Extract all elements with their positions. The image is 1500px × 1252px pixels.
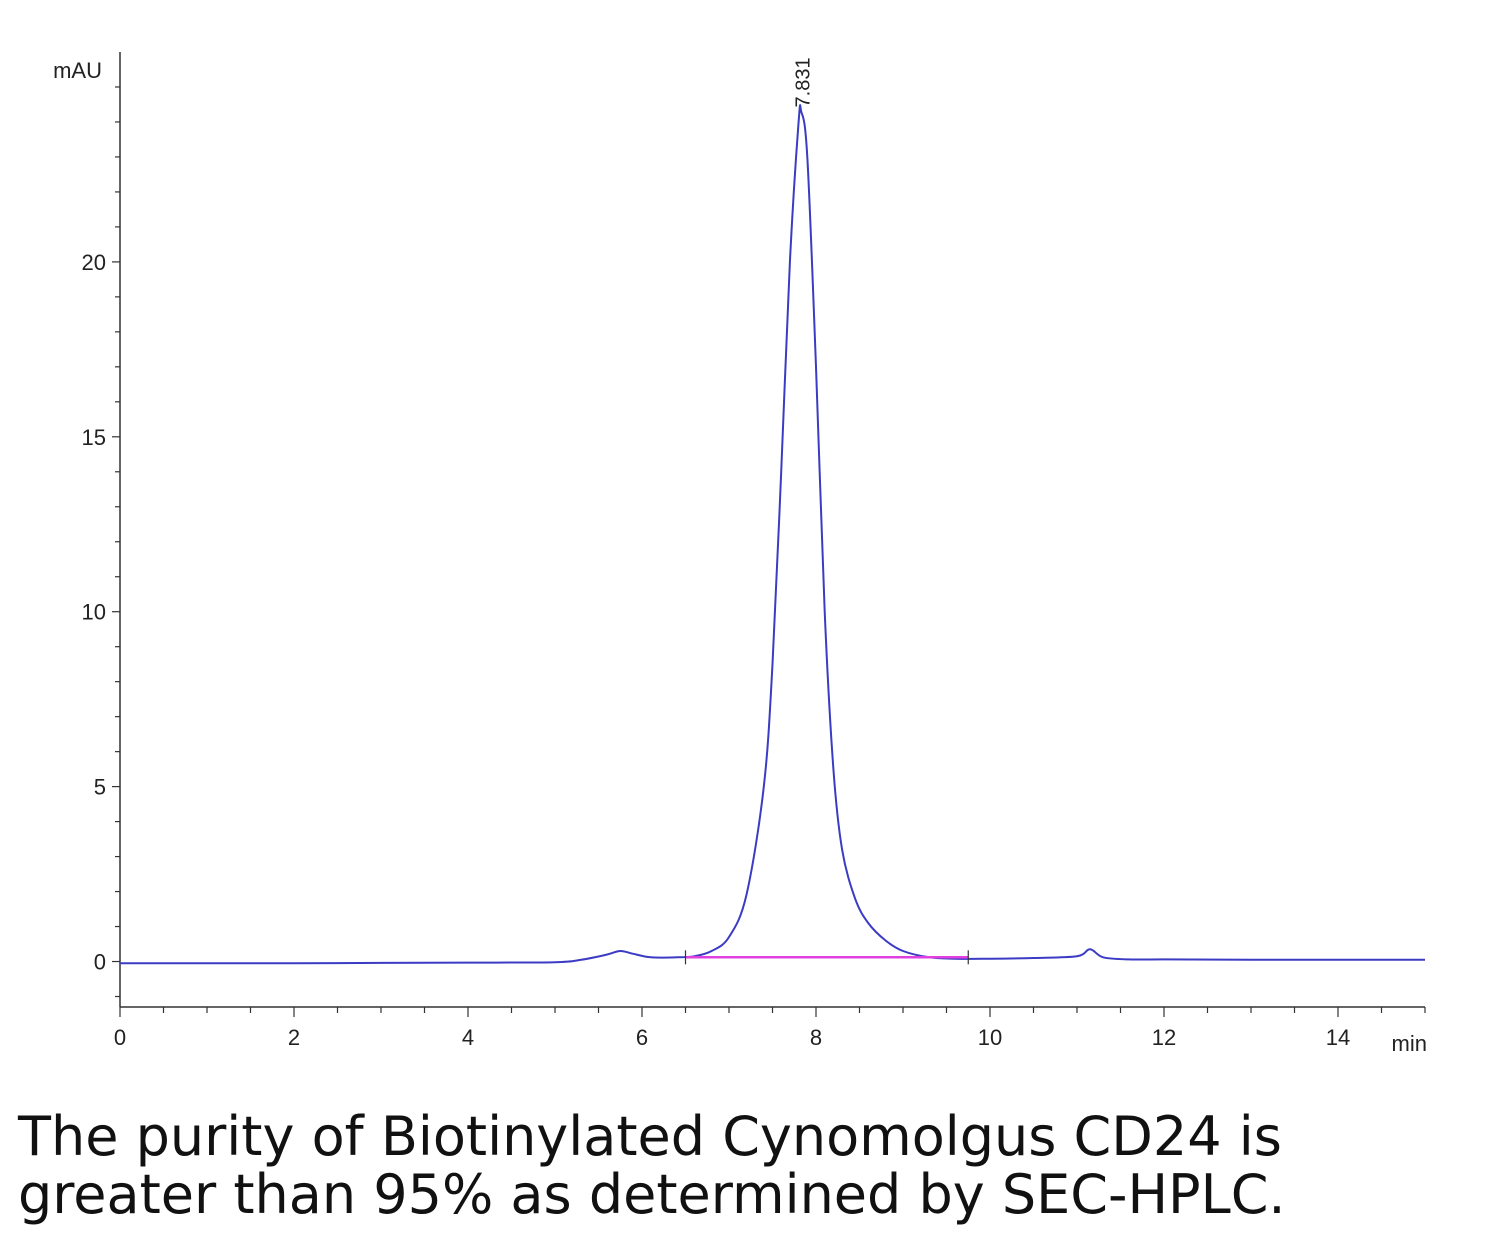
axes bbox=[119, 52, 1425, 1008]
y-tick-label: 10 bbox=[82, 600, 106, 625]
x-axis-unit-label: min bbox=[1392, 1031, 1427, 1056]
series-layer bbox=[120, 104, 1425, 965]
x-tick-label: 14 bbox=[1326, 1025, 1350, 1050]
caption-line-1: The purity of Biotinylated Cynomolgus CD… bbox=[18, 1105, 1282, 1168]
x-tick-label: 12 bbox=[1152, 1025, 1176, 1050]
x-tick-label: 0 bbox=[114, 1025, 126, 1050]
annotation-layer: 7.831 bbox=[792, 57, 814, 107]
y-tick-label: 20 bbox=[82, 250, 106, 275]
y-tick-label: 0 bbox=[94, 950, 106, 975]
y-tick-label: 15 bbox=[82, 425, 106, 450]
y-tick-label: 5 bbox=[94, 775, 106, 800]
x-tick-label: 10 bbox=[978, 1025, 1002, 1050]
figure-caption: The purity of Biotinylated Cynomolgus CD… bbox=[18, 1108, 1478, 1224]
x-tick-label: 2 bbox=[288, 1025, 300, 1050]
x-tick-label: 4 bbox=[462, 1025, 474, 1050]
chromatogram-chart: 0 5 10 15 20 0 2 4 6 8 10 12 14 7.831 mAU min bbox=[53, 52, 1427, 1056]
x-tick-label: 8 bbox=[810, 1025, 822, 1050]
caption-line-2: greater than 95% as determined by SEC-HP… bbox=[18, 1163, 1286, 1226]
axis-ticks: 0 5 10 15 20 0 2 4 6 8 10 12 14 bbox=[82, 86, 1426, 1050]
x-tick-label: 6 bbox=[636, 1025, 648, 1050]
y-axis-unit-label: mAU bbox=[53, 58, 102, 83]
peak-retention-label: 7.831 bbox=[792, 57, 814, 107]
chromatogram-trace bbox=[120, 104, 1425, 965]
